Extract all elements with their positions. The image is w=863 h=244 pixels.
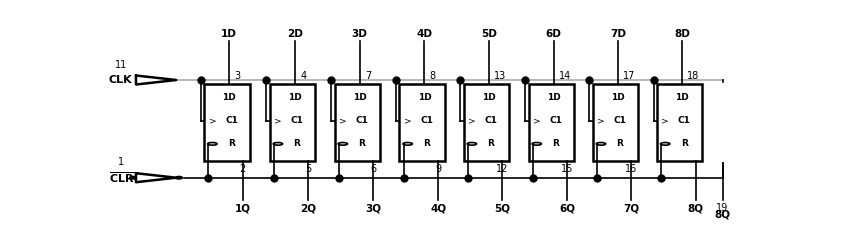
Text: R: R — [424, 139, 431, 148]
Text: 8Q: 8Q — [715, 210, 730, 220]
Text: 1Q: 1Q — [235, 203, 251, 213]
Text: 16: 16 — [626, 164, 638, 174]
Text: 1D: 1D — [288, 93, 302, 102]
Text: 8D: 8D — [674, 29, 690, 39]
Text: 3: 3 — [235, 71, 241, 81]
Text: 15: 15 — [561, 164, 573, 174]
Bar — [205, 84, 249, 161]
Text: 9: 9 — [435, 164, 441, 174]
Bar — [463, 84, 509, 161]
Bar — [335, 84, 380, 161]
Text: R: R — [358, 139, 365, 148]
Text: 1D: 1D — [223, 93, 236, 102]
Text: 4: 4 — [300, 71, 306, 81]
Text: 12: 12 — [496, 164, 508, 174]
Text: 1D: 1D — [675, 93, 689, 102]
Text: 1D: 1D — [353, 93, 367, 102]
Text: 2D: 2D — [287, 29, 303, 39]
Text: 3D: 3D — [352, 29, 368, 39]
Text: 7D: 7D — [610, 29, 626, 39]
Text: C1: C1 — [291, 116, 304, 125]
Text: 11: 11 — [115, 60, 128, 70]
Text: 17: 17 — [623, 71, 635, 81]
Text: 6D: 6D — [545, 29, 562, 39]
Text: C1: C1 — [677, 116, 690, 125]
Text: 18: 18 — [687, 71, 700, 81]
Text: >: > — [404, 116, 412, 125]
Text: >: > — [274, 116, 281, 125]
Text: 14: 14 — [559, 71, 571, 81]
Text: C1: C1 — [550, 116, 563, 125]
Text: 5: 5 — [306, 164, 312, 174]
Text: R: R — [617, 139, 623, 148]
Text: C1: C1 — [484, 116, 497, 125]
Text: >: > — [533, 116, 540, 125]
Text: 8Q: 8Q — [688, 203, 703, 213]
Text: >: > — [209, 116, 217, 125]
Text: R: R — [552, 139, 559, 148]
Text: C1: C1 — [420, 116, 433, 125]
Text: >: > — [339, 116, 347, 125]
Text: 1D: 1D — [482, 93, 495, 102]
Text: 7Q: 7Q — [623, 203, 639, 213]
Text: 4D: 4D — [417, 29, 432, 39]
Text: 3Q: 3Q — [365, 203, 381, 213]
Text: CLK: CLK — [109, 75, 132, 85]
Text: 13: 13 — [494, 71, 507, 81]
Text: 5Q: 5Q — [494, 203, 510, 213]
Text: 19: 19 — [716, 203, 728, 213]
Text: 8: 8 — [430, 71, 436, 81]
Text: 1D: 1D — [221, 29, 237, 39]
Text: 2Q: 2Q — [300, 203, 317, 213]
Text: >: > — [661, 116, 669, 125]
Text: R: R — [488, 139, 494, 148]
Text: R: R — [293, 139, 300, 148]
Text: 1D: 1D — [418, 93, 432, 102]
Text: 4Q: 4Q — [430, 203, 446, 213]
Text: 5D: 5D — [481, 29, 496, 39]
Bar — [400, 84, 445, 161]
Bar — [528, 84, 574, 161]
Text: C1: C1 — [614, 116, 627, 125]
Text: 1D: 1D — [611, 93, 625, 102]
Text: 2: 2 — [240, 164, 246, 174]
Text: 6Q: 6Q — [559, 203, 576, 213]
Text: 6: 6 — [370, 164, 376, 174]
Bar — [593, 84, 639, 161]
Text: C1: C1 — [225, 116, 238, 125]
Bar — [270, 84, 315, 161]
Text: $\overline{\mathbf{CLR}}$: $\overline{\mathbf{CLR}}$ — [109, 170, 135, 185]
Text: C1: C1 — [356, 116, 369, 125]
Text: R: R — [681, 139, 688, 148]
Text: 1D: 1D — [546, 93, 560, 102]
Text: 7: 7 — [365, 71, 371, 81]
Text: 1: 1 — [118, 157, 124, 167]
Bar — [657, 84, 702, 161]
Text: >: > — [468, 116, 476, 125]
Text: >: > — [597, 116, 605, 125]
Text: R: R — [228, 139, 235, 148]
